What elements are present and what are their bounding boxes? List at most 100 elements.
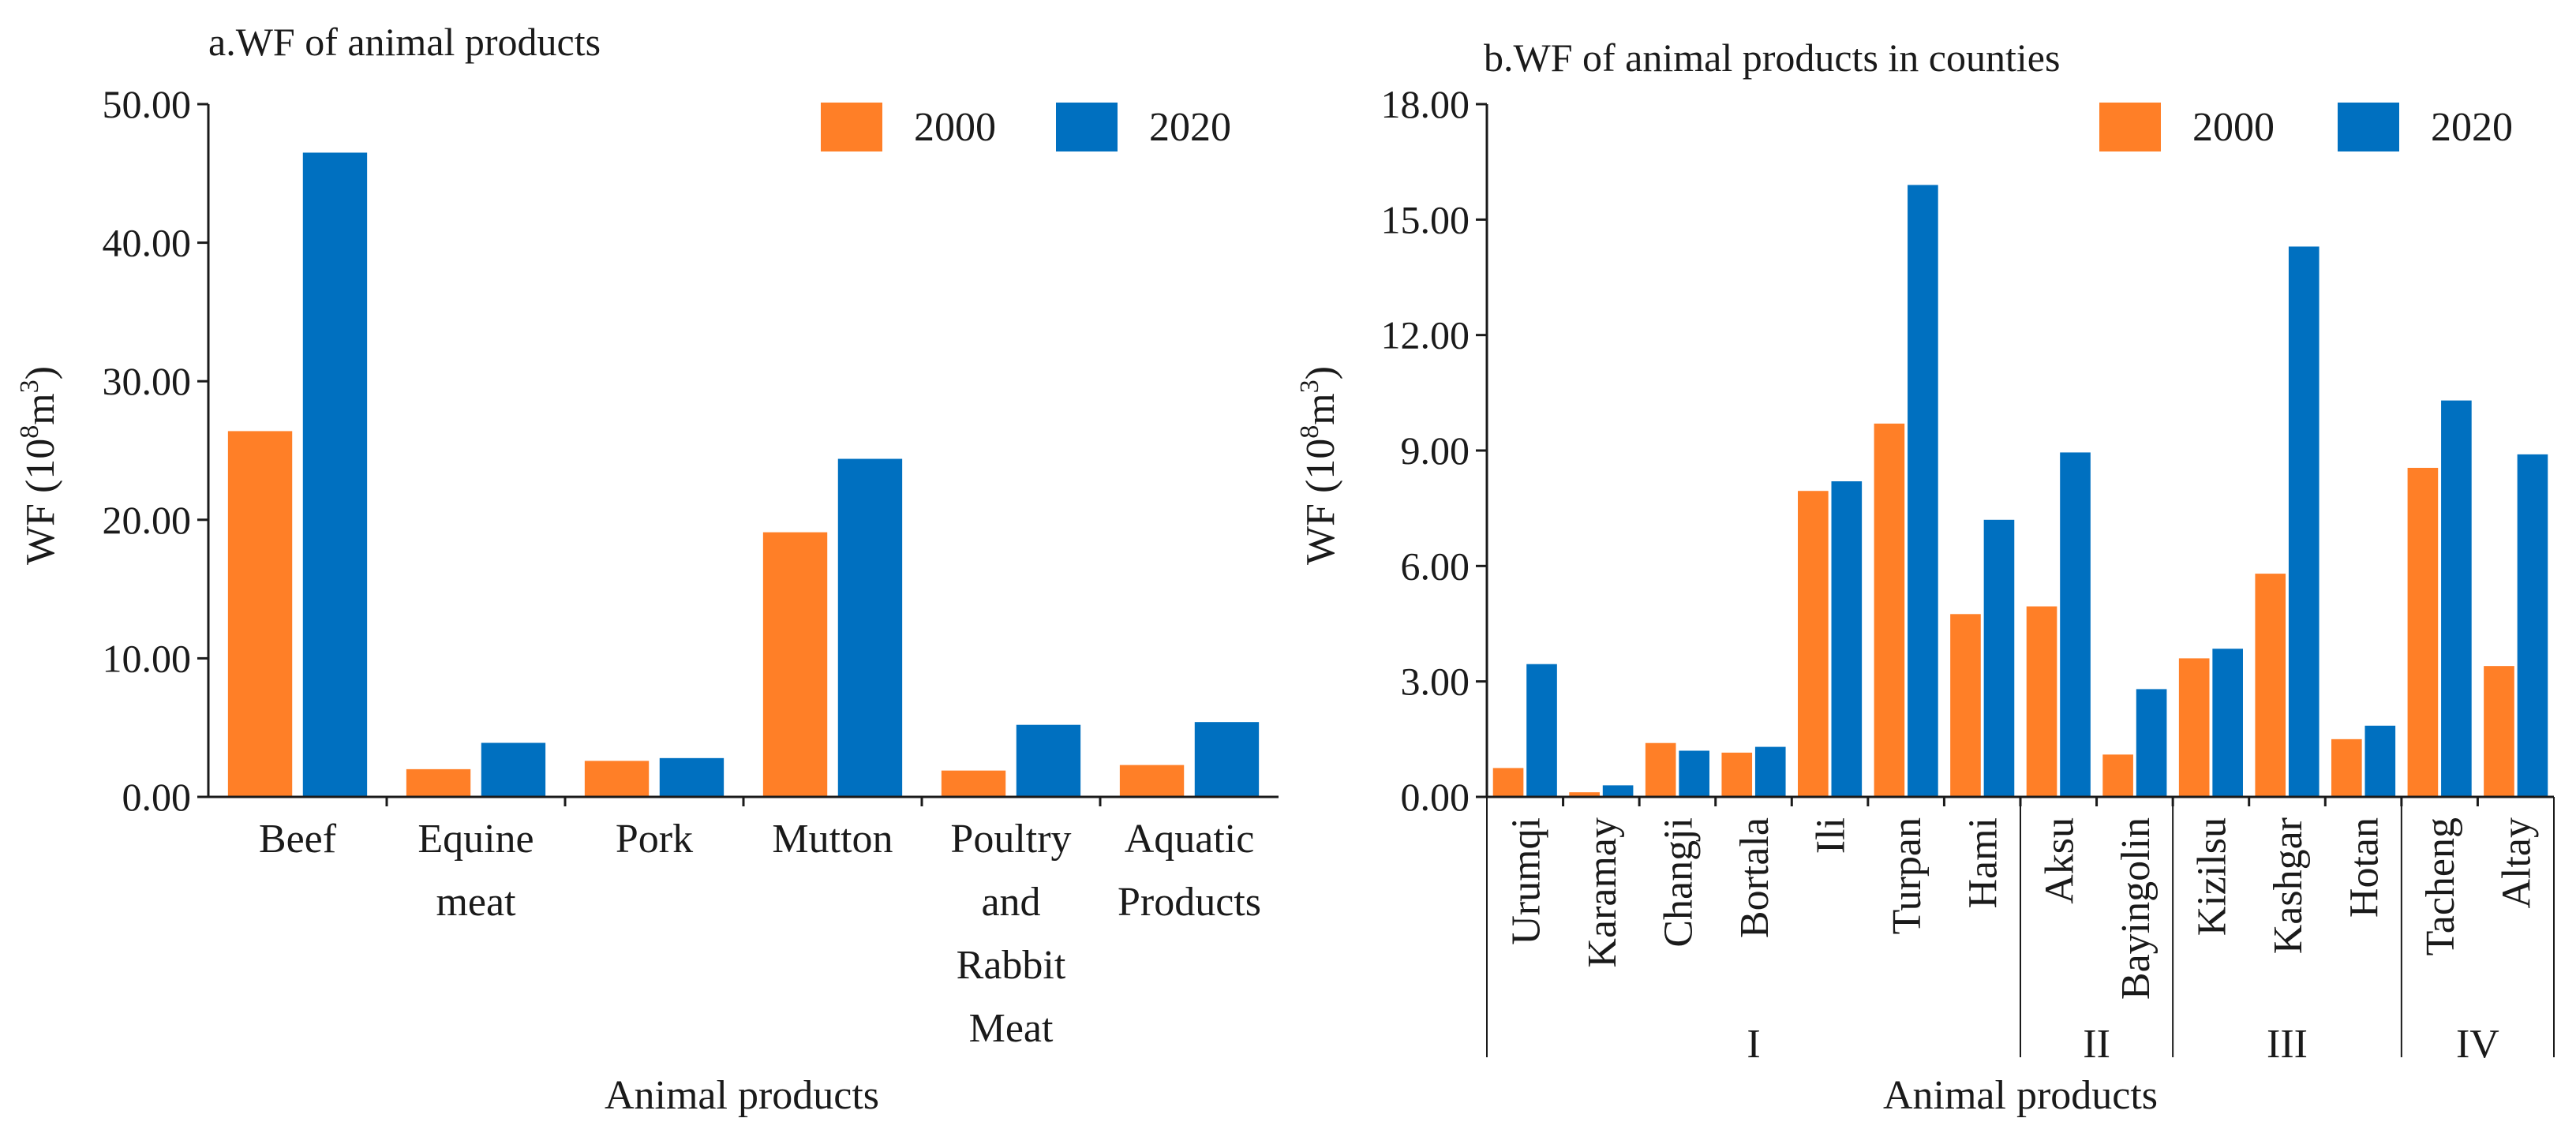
panel-b-legend: 2000 2020 xyxy=(2099,103,2513,151)
bar-2000-2 xyxy=(584,761,650,797)
panel-a-bars xyxy=(227,152,1260,797)
category-label-group: Bortala xyxy=(1732,817,1777,938)
panel-a-title: a.WF of animal products xyxy=(208,20,601,64)
y-tick-label: 15.00 xyxy=(1381,197,1470,241)
y-tick-label: 30.00 xyxy=(103,359,192,403)
bar-2020-3 xyxy=(1754,746,1786,797)
legend-b-label-2020: 2020 xyxy=(2431,105,2513,150)
category-label-group: Hami xyxy=(1961,817,2006,909)
category-label: Meat xyxy=(969,1006,1054,1051)
category-label: Urumqi xyxy=(1503,817,1548,945)
group-label: I xyxy=(1747,1022,1760,1067)
category-label: Hotan xyxy=(2342,817,2387,918)
bar-2000-1 xyxy=(1569,792,1600,797)
category-label: Turpan xyxy=(1885,817,1930,934)
category-label-group: Bayingolin xyxy=(2114,817,2159,1000)
panel-b-x-axis-title: Animal products xyxy=(1883,1073,2158,1118)
y-tick-label: 3.00 xyxy=(1401,660,1470,704)
panel-b-ticks: 0.00 3.00 6.00 9.00 12.00 15.00 18.00 xyxy=(1381,82,2479,819)
bar-2020-1 xyxy=(481,742,546,797)
y-tick-label: 18.00 xyxy=(1381,82,1470,126)
legend-b-swatch-2000 xyxy=(2099,103,2161,151)
group-label: IV xyxy=(2456,1022,2499,1067)
y-tick-label: 9.00 xyxy=(1401,428,1470,473)
category-label: Rabbit xyxy=(957,943,1066,988)
category-label: Kashgar xyxy=(2266,817,2311,954)
legend-a-label-2000: 2000 xyxy=(914,105,996,150)
bar-2000-0 xyxy=(1492,768,1524,797)
bar-2020-11 xyxy=(2364,725,2396,797)
legend-b-label-2000: 2000 xyxy=(2192,105,2275,150)
panel-a: a.WF of animal products WF (108m3) Anima… xyxy=(15,20,1279,1118)
category-label-group: Urumqi xyxy=(1503,817,1548,945)
bar-2000-7 xyxy=(2026,606,2057,797)
bar-2020-1 xyxy=(1602,785,1634,797)
y-tick-label: 12.00 xyxy=(1381,313,1470,357)
bar-2020-12 xyxy=(2441,400,2472,797)
panel-a-y-axis-title-text: WF (108m3) xyxy=(15,366,63,565)
bar-2020-9 xyxy=(2212,649,2243,797)
bar-2020-8 xyxy=(2136,689,2167,797)
category-label-group: Hotan xyxy=(2342,817,2387,918)
category-label: Beef xyxy=(259,817,337,862)
category-label: Altay xyxy=(2495,817,2540,909)
category-label: Products xyxy=(1118,880,1261,925)
bar-2020-4 xyxy=(1016,724,1081,797)
bar-2020-2 xyxy=(1679,750,1709,797)
bar-2000-12 xyxy=(2407,467,2439,797)
bar-2020-5 xyxy=(1908,185,1938,797)
category-label: Ili xyxy=(1809,817,1854,854)
bar-2000-3 xyxy=(762,532,828,797)
category-label-group: Ili xyxy=(1809,817,1854,854)
bar-2020-5 xyxy=(1194,722,1260,797)
category-label-group: Turpan xyxy=(1885,817,1930,934)
panel-b-axes xyxy=(1485,104,2554,798)
bar-2000-4 xyxy=(1798,491,1829,797)
category-label-group: Tacheng xyxy=(2418,817,2463,955)
bar-2000-13 xyxy=(2484,666,2514,797)
category-label: Tacheng xyxy=(2418,817,2463,955)
panel-a-axes xyxy=(207,104,1279,798)
y-tick-label: 10.00 xyxy=(103,636,192,680)
panel-b-region-groups: I II III IV xyxy=(1486,797,2555,1067)
category-label-group: Altay xyxy=(2495,817,2540,909)
bar-2000-4 xyxy=(941,770,1006,797)
bar-2000-11 xyxy=(2331,739,2362,797)
bar-2000-3 xyxy=(1721,752,1753,797)
bar-2000-0 xyxy=(227,431,293,797)
y-tick-label: 20.00 xyxy=(103,498,192,542)
panel-b-category-labels: Urumqi Karamay Changji Bortala Ili Turpan Hami… xyxy=(1503,817,2539,1000)
legend-a-swatch-2020 xyxy=(1056,103,1118,151)
bar-2020-0 xyxy=(302,152,368,797)
group-label: II xyxy=(2083,1022,2110,1067)
legend-b-swatch-2020 xyxy=(2338,103,2399,151)
bar-2020-4 xyxy=(1831,481,1863,797)
panel-a-category-labels: Beef Equine meat Pork Mutton Poultry and Rabbit… xyxy=(259,817,1261,1051)
panel-b-y-axis-title-text: WF (108m3) xyxy=(1295,366,1343,565)
panel-a-y-axis-title: WF (108m3) xyxy=(15,366,63,565)
category-label: Poultry xyxy=(950,817,1071,862)
category-label: Aksu xyxy=(2037,817,2082,904)
category-label: Changji xyxy=(1656,817,1701,948)
category-label: Aquatic xyxy=(1125,817,1255,862)
bar-2020-2 xyxy=(659,757,724,797)
bar-2000-8 xyxy=(2102,754,2133,797)
bar-2020-0 xyxy=(1526,664,1557,797)
category-label-group: Kashgar xyxy=(2266,817,2311,954)
category-label-group: Changji xyxy=(1656,817,1701,948)
category-label: meat xyxy=(436,880,516,925)
bar-2020-7 xyxy=(2060,452,2091,797)
bar-2020-6 xyxy=(1983,519,2015,797)
panel-b-y-axis-title: WF (108m3) xyxy=(1295,366,1343,565)
category-label-group: Aksu xyxy=(2037,817,2082,904)
bar-2020-10 xyxy=(2288,246,2320,797)
panel-b-bars xyxy=(1492,185,2548,797)
bar-2000-1 xyxy=(406,768,471,797)
y-tick-label: 6.00 xyxy=(1401,544,1470,588)
y-tick-label: 40.00 xyxy=(103,221,192,265)
legend-a-label-2020: 2020 xyxy=(1149,105,1231,150)
bar-2000-10 xyxy=(2255,574,2286,797)
panel-a-ticks: 0.00 10.00 20.00 30.00 40.00 50.00 xyxy=(103,82,1102,819)
